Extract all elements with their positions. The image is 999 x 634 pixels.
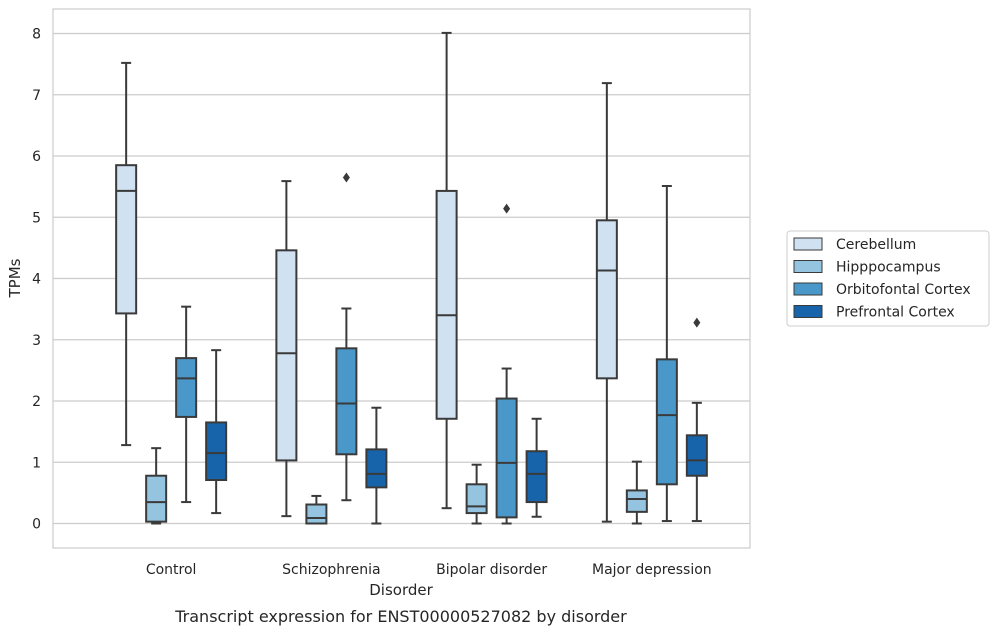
iqr-box (595, 219, 618, 380)
iqr-box (525, 450, 548, 504)
iqr-box (145, 474, 168, 523)
y-tick-label: 7 (32, 88, 41, 104)
iqr-box (435, 189, 458, 420)
iqr-box (655, 358, 678, 486)
box-orbitofontal-cortex (495, 203, 518, 525)
x-axis-title: Disorder (369, 581, 433, 599)
box-cerebellum (115, 61, 138, 447)
legend-swatch (793, 237, 823, 251)
y-tick-labels: 0 1 2 3 4 5 6 7 8 (32, 27, 41, 533)
x-tick-labels: Control Schizophrenia Bipolar disorder Majo… (146, 562, 712, 578)
box-prefrontal-cortex (365, 406, 388, 525)
plot-frame (52, 8, 751, 549)
y-tick-label: 2 (32, 394, 41, 410)
iqr-box (205, 421, 228, 482)
outlier-point (503, 203, 511, 214)
y-tick-label: 3 (32, 333, 41, 349)
box-prefrontal-cortex (525, 417, 548, 518)
y-tick-label: 5 (32, 210, 41, 226)
y-tick-label: 1 (32, 455, 41, 471)
y-axis-title: TPMs (6, 258, 24, 298)
legend-label: Hipppocampus (836, 260, 941, 276)
iqr-box (465, 483, 488, 515)
box-prefrontal-cortex (685, 317, 708, 523)
y-tick-label: 4 (32, 272, 41, 288)
iqr-box (275, 249, 298, 462)
box-hipppocampus (145, 447, 168, 525)
box-orbitofontal-cortex (335, 172, 358, 502)
legend-swatch (793, 305, 823, 318)
iqr-box (305, 503, 328, 525)
iqr-box (495, 397, 518, 519)
legend: Cerebellum Hipppocampus Orbitofontal Corte… (786, 230, 990, 327)
x-tick-label: Major depression (592, 562, 712, 578)
box-cerebellum (275, 180, 298, 518)
legend-swatch (793, 260, 823, 273)
x-tick-label: Schizophrenia (282, 562, 380, 578)
legend-swatch (793, 282, 823, 296)
iqr-box (115, 164, 138, 315)
y-tick-label: 0 (32, 517, 41, 533)
box-cerebellum (435, 31, 458, 510)
iqr-box (685, 434, 708, 477)
x-tick-label: Bipolar disorder (436, 562, 547, 578)
iqr-box (365, 448, 388, 489)
iqr-box (175, 357, 198, 418)
chart-caption: Transcript expression for ENST0000052708… (174, 607, 627, 626)
legend-label: Orbitofontal Cortex (836, 282, 971, 298)
legend-label: Cerebellum (836, 237, 916, 253)
y-tick-label: 8 (32, 27, 41, 43)
y-gridlines (53, 32, 750, 525)
legend-frame (786, 230, 990, 327)
x-tick-label: Control (146, 562, 197, 578)
outlier-point (693, 317, 701, 328)
legend-label: Prefrontal Cortex (836, 305, 955, 321)
y-tick-label: 6 (32, 149, 41, 165)
box-cerebellum (595, 82, 618, 523)
outlier-point (342, 172, 350, 183)
box-prefrontal-cortex (205, 349, 228, 515)
box-hipppocampus (625, 460, 648, 525)
box-orbitofontal-cortex (175, 305, 198, 504)
box-series (115, 31, 708, 525)
box-orbitofontal-cortex (655, 185, 678, 523)
iqr-box (625, 489, 648, 513)
box-hipppocampus (305, 494, 328, 525)
iqr-box (335, 347, 358, 456)
box-hipppocampus (465, 463, 488, 525)
